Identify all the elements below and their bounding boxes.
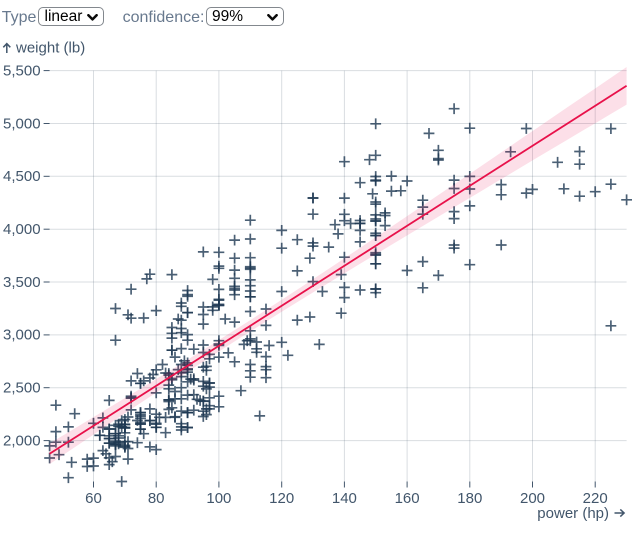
svg-text:4,000: 4,000 — [3, 221, 41, 238]
svg-text:180: 180 — [457, 490, 482, 507]
svg-text:60: 60 — [85, 490, 102, 507]
svg-text:4,500: 4,500 — [3, 168, 41, 185]
svg-text:120: 120 — [269, 490, 294, 507]
svg-text:100: 100 — [206, 490, 231, 507]
svg-text:5,500: 5,500 — [3, 62, 41, 79]
svg-text:power (hp): power (hp) — [537, 505, 609, 522]
svg-text:2,500: 2,500 — [3, 380, 41, 397]
svg-text:5,000: 5,000 — [3, 115, 41, 132]
svg-text:80: 80 — [148, 490, 165, 507]
svg-text:160: 160 — [395, 490, 420, 507]
svg-text:weight (lb): weight (lb) — [15, 40, 85, 57]
svg-text:200: 200 — [520, 490, 545, 507]
svg-text:140: 140 — [332, 490, 357, 507]
svg-text:3,500: 3,500 — [3, 274, 41, 291]
svg-text:3,000: 3,000 — [3, 327, 41, 344]
svg-text:220: 220 — [583, 490, 608, 507]
svg-text:2,000: 2,000 — [3, 432, 41, 449]
